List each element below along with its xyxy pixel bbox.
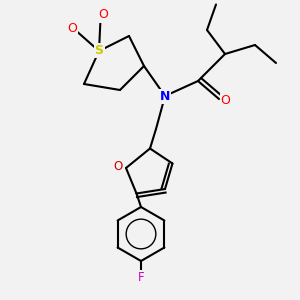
Text: O: O <box>67 22 77 35</box>
Text: S: S <box>94 44 103 58</box>
Text: F: F <box>138 271 144 284</box>
Text: N: N <box>160 89 170 103</box>
Text: O: O <box>99 8 108 22</box>
Text: O: O <box>221 94 230 107</box>
Text: O: O <box>113 160 122 173</box>
